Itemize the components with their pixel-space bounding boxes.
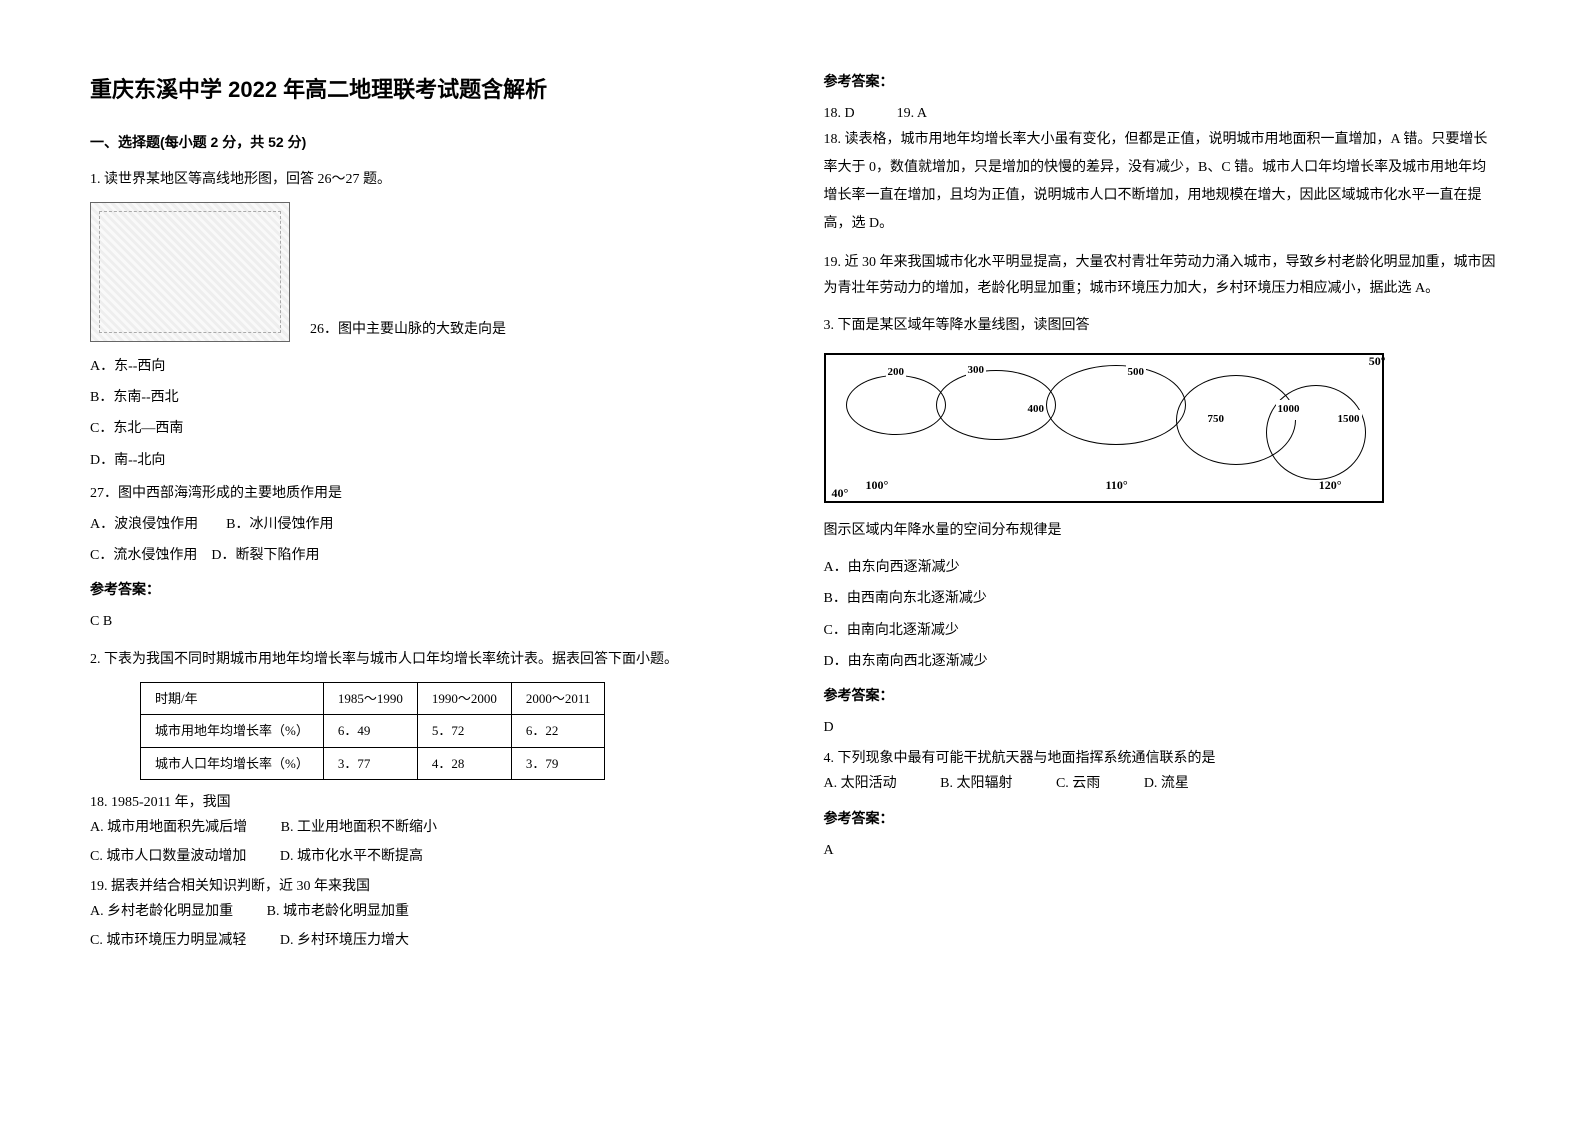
lat-label-bot: 40° xyxy=(832,483,849,505)
table-cell: 4．28 xyxy=(417,747,511,779)
q2-intro: 2. 下表为我国不同时期城市用地年均增长率与城市人口年均增长率统计表。据表回答下… xyxy=(90,647,764,672)
explanation-18: 18. 读表格，城市用地年均增长率大小虽有变化，但都是正值，说明城市用地面积一直… xyxy=(824,126,1498,238)
q4-answer-label: 参考答案： xyxy=(824,807,1498,832)
table-cell: 6．22 xyxy=(511,715,605,747)
q1-answer: C B xyxy=(90,609,764,634)
q3-option-a: A．由东向西逐渐减少 xyxy=(824,555,1498,580)
table-cell: 3．77 xyxy=(323,747,417,779)
q3-stem: 图示区域内年降水量的空间分布规律是 xyxy=(824,518,1498,543)
q4-option-b: B. 太阳辐射 xyxy=(940,771,1012,796)
q4-stem: 4. 下列现象中最有可能干扰航天器与地面指挥系统通信联系的是 xyxy=(824,746,1498,771)
contour-line xyxy=(846,375,946,435)
q4-answer: A xyxy=(824,838,1498,863)
contour-line xyxy=(1046,365,1186,445)
q27-stem: 27．图中西部海湾形成的主要地质作用是 xyxy=(90,481,764,506)
table-cell: 时期/年 xyxy=(141,682,324,714)
table-cell: 6．49 xyxy=(323,715,417,747)
q18-option-b: B. 工业用地面积不断缩小 xyxy=(281,815,437,840)
q19-option-d: D. 乡村环境压力增大 xyxy=(280,928,409,953)
lon-label-1: 100° xyxy=(866,475,889,497)
table-cell: 城市人口年均增长率（%） xyxy=(141,747,324,779)
q18-option-a: A. 城市用地面积先减后增 xyxy=(90,815,247,840)
exp18-prefix: 18. xyxy=(824,132,842,147)
q19-stem: 19. 据表并结合相关知识判断，近 30 年来我国 xyxy=(90,874,764,899)
table-row: 城市人口年均增长率（%） 3．77 4．28 3．79 xyxy=(141,747,605,779)
q19-option-c: C. 城市环境压力明显减轻 xyxy=(90,928,246,953)
table-cell: 城市用地年均增长率（%） xyxy=(141,715,324,747)
table-cell: 3．79 xyxy=(511,747,605,779)
lat-label-top: 50° xyxy=(1369,351,1386,373)
q18-stem: 18. 1985-2011 年，我国 xyxy=(90,790,764,815)
contour-label: 1500 xyxy=(1336,410,1362,430)
q19-option-a: A. 乡村老龄化明显加重 xyxy=(90,899,233,924)
q26-option-d: D．南--北向 xyxy=(90,448,764,473)
q1-answer-label: 参考答案： xyxy=(90,578,764,603)
precipitation-contour-map: 50° 40° 100° 110° 120° 200 300 400 500 7… xyxy=(824,353,1384,503)
answer-18-19: 18. D 19. A xyxy=(824,101,1498,126)
contour-label: 400 xyxy=(1026,400,1047,420)
q3-intro: 3. 下面是某区域年等降水量线图，读图回答 xyxy=(824,313,1498,338)
table-header-row: 时期/年 1985～1990 1990～2000 2000～2011 xyxy=(141,682,605,714)
q27-options-row1: A．波浪侵蚀作用 B．冰川侵蚀作用 xyxy=(90,512,764,537)
q26-option-a: A．东--西向 xyxy=(90,354,764,379)
table-cell: 1990～2000 xyxy=(417,682,511,714)
q1-intro: 1. 读世界某地区等高线地形图，回答 26～27 题。 xyxy=(90,167,764,192)
q26-option-b: B．东南--西北 xyxy=(90,385,764,410)
table-cell: 5．72 xyxy=(417,715,511,747)
table-row: 城市用地年均增长率（%） 6．49 5．72 6．22 xyxy=(141,715,605,747)
table-cell: 1985～1990 xyxy=(323,682,417,714)
q4-option-a: A. 太阳活动 xyxy=(824,771,897,796)
q26-stem: 26．图中主要山脉的大致走向是 xyxy=(310,317,506,342)
right-answer-label: 参考答案： xyxy=(824,70,1498,95)
q26-option-c: C．东北—西南 xyxy=(90,416,764,441)
page-title: 重庆东溪中学 2022 年高二地理联考试题含解析 xyxy=(90,70,764,110)
table-cell: 2000～2011 xyxy=(511,682,605,714)
q18-option-d: D. 城市化水平不断提高 xyxy=(280,844,423,869)
q27-options-row2: C．流水侵蚀作用 D．断裂下陷作用 xyxy=(90,543,764,568)
q18-option-c: C. 城市人口数量波动增加 xyxy=(90,844,246,869)
contour-label: 500 xyxy=(1126,363,1147,383)
topographic-map-figure xyxy=(90,202,290,342)
exp18-text: 读表格，城市用地年均增长率大小虽有变化，但都是正值，说明城市用地面积一直增加，A… xyxy=(824,132,1488,231)
lon-label-2: 110° xyxy=(1106,475,1128,497)
contour-label: 200 xyxy=(886,363,907,383)
q19-option-b: B. 城市老龄化明显加重 xyxy=(267,899,409,924)
contour-label: 1000 xyxy=(1276,400,1302,420)
growth-rate-table: 时期/年 1985～1990 1990～2000 2000～2011 城市用地年… xyxy=(140,682,605,780)
q3-answer: D xyxy=(824,715,1498,740)
section-header: 一、选择题(每小题 2 分，共 52 分) xyxy=(90,130,764,155)
q3-option-d: D．由东南向西北逐渐减少 xyxy=(824,649,1498,674)
contour-label: 750 xyxy=(1206,410,1227,430)
q3-option-b: B．由西南向东北逐渐减少 xyxy=(824,586,1498,611)
q4-option-d: D. 流星 xyxy=(1144,771,1189,796)
q3-option-c: C．由南向北逐渐减少 xyxy=(824,618,1498,643)
contour-label: 300 xyxy=(966,361,987,381)
explanation-19: 19. 近 30 年来我国城市化水平明显提高，大量农村青壮年劳动力涌入城市，导致… xyxy=(824,250,1498,300)
q3-answer-label: 参考答案： xyxy=(824,684,1498,709)
q4-option-c: C. 云雨 xyxy=(1056,771,1100,796)
